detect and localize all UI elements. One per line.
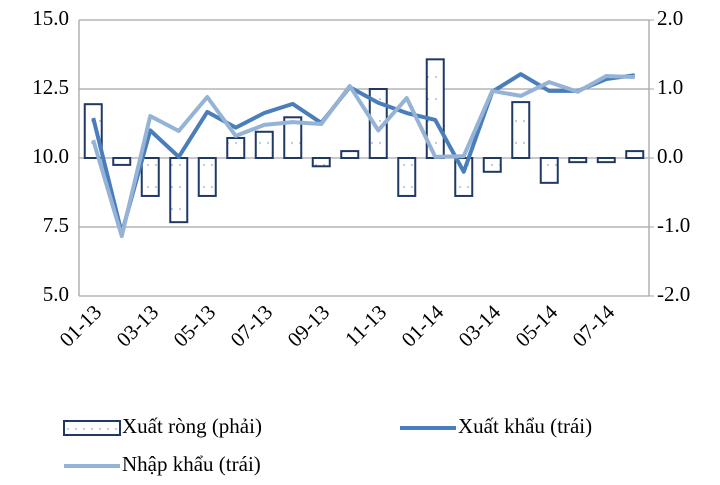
x-tick-label: 01-14 (397, 300, 449, 352)
y2-tick-label: 2.0 (657, 6, 683, 30)
y2-tick-label: 1.0 (657, 75, 683, 99)
bar (539, 157, 559, 184)
bar (83, 103, 103, 159)
x-tick-label: 03-13 (112, 300, 164, 352)
line (91, 72, 636, 236)
bar (511, 101, 531, 159)
y-tick-label: 12.5 (32, 75, 69, 99)
x-tick-label: 03-14 (454, 300, 506, 352)
bar (568, 157, 588, 164)
bar (311, 157, 331, 168)
x-tick-label: 07-13 (226, 300, 278, 352)
bar (226, 136, 246, 160)
bar (254, 130, 274, 159)
x-tick-label: 05-14 (511, 300, 563, 352)
y-tick-label: 7.5 (43, 213, 69, 237)
bar (482, 157, 502, 173)
legend-label: Xuất khẩu (trái) (458, 414, 592, 438)
bar (596, 157, 616, 164)
bar (283, 116, 303, 159)
x-tick-label: 11-13 (340, 300, 391, 351)
x-tick-label: 07-14 (568, 300, 620, 352)
y2-tick-label: -1.0 (657, 213, 690, 237)
legend-label: Xuất ròng (phải) (122, 414, 262, 438)
bar (197, 157, 217, 197)
bar (625, 150, 645, 160)
y2-tick-label: -2.0 (657, 282, 690, 306)
y-tick-label: 10.0 (32, 144, 69, 168)
x-tick-label: 05-13 (169, 300, 221, 352)
x-tick-label: 01-13 (55, 300, 107, 352)
bar (112, 157, 132, 166)
line (91, 74, 635, 239)
bar (340, 150, 360, 160)
y2-tick-label: 0.0 (657, 144, 683, 168)
x-tick-label: 09-13 (283, 300, 335, 352)
bar (169, 157, 189, 224)
legend-swatch (63, 420, 121, 436)
legend-label: Nhập khẩu (trái) (122, 452, 261, 476)
bar (397, 157, 417, 197)
bar (140, 157, 160, 197)
y-tick-label: 5.0 (43, 282, 69, 306)
y-tick-label: 15.0 (32, 6, 69, 30)
